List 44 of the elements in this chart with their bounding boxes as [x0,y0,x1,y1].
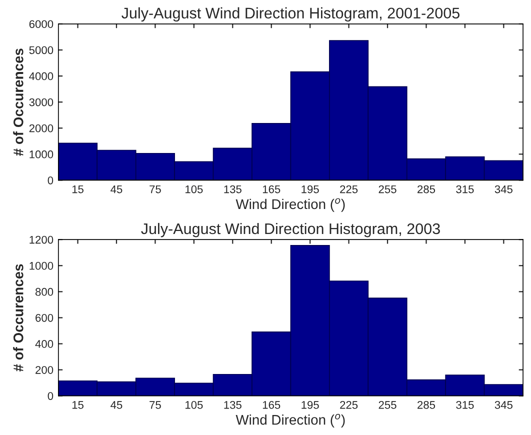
x-tick-label: 195 [302,401,319,409]
y-tick-label: 1200 [30,236,54,244]
x-axis-title: Wind Direction ($^{o}$) [236,198,345,212]
x-tick-label: 135 [224,401,242,409]
x-tick-label: 285 [418,185,436,194]
y-tick-label: 600 [36,314,54,322]
y-tick-label: 1000 [30,150,54,158]
x-tick-label: 315 [456,401,474,409]
x-tick-label: 15 [72,185,84,194]
y-axis-title: # of Occurences [13,264,24,372]
x-tick-label: 225 [340,185,358,194]
y-tick-label: 400 [35,340,54,348]
x-tick-label: 105 [186,401,203,409]
y-tick-label: 2000 [29,124,54,132]
y-axis-title: # of Occurences [13,48,24,156]
y-tick-label: 0 [48,176,54,184]
x-tick-label: 15 [72,401,84,409]
y-tick-label: 200 [36,366,54,374]
x-tick-label: 345 [494,401,512,409]
x-axis-title: Wind Direction ($^{o}$) [236,414,345,428]
x-tick-label: 315 [456,185,474,194]
chart-title: July-August Wind Direction Histogram, 2001-2005 [122,7,460,22]
y-tick-label: 4000 [29,72,54,80]
x-tick-label: 45 [110,185,122,194]
x-tick-label: 75 [150,401,161,409]
x-tick-label: 225 [340,401,358,409]
x-tick-label: 255 [378,185,396,194]
chart-title: July-August Wind Direction Histogram, 2003 [141,222,440,238]
y-tick-label: 1000 [30,262,54,270]
x-tick-label: 45 [110,401,122,409]
y-tick-label: 5000 [29,46,54,54]
x-tick-label: 255 [378,401,396,409]
x-tick-label: 165 [262,401,280,409]
x-tick-label: 345 [494,185,512,194]
x-tick-label: 285 [418,401,436,409]
x-tick-label: 75 [150,185,161,194]
y-tick-label: 6000 [29,20,54,28]
x-tick-label: 135 [224,185,242,194]
x-tick-label: 195 [302,185,319,194]
y-tick-label: 0 [48,392,54,400]
y-tick-label: 800 [35,288,54,296]
x-tick-label: 165 [262,185,280,194]
x-tick-label: 105 [186,185,203,194]
y-tick-label: 3000 [29,98,54,106]
